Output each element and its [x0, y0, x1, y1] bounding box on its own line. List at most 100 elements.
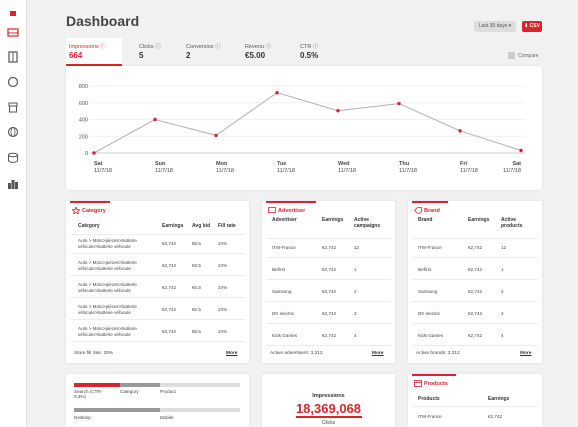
data-point[interactable] [519, 148, 523, 153]
column-header: Earnings [162, 223, 184, 229]
row-divider [266, 345, 391, 346]
book-icon[interactable] [6, 51, 20, 63]
panel-footer: Active brands: 3,312 [416, 351, 460, 356]
row-name: Samsung [272, 289, 292, 294]
metric-value: 0.5% [300, 51, 319, 60]
clicks-label: Clicks [321, 420, 336, 426]
row-value: 2 [354, 289, 357, 294]
row-divider [266, 301, 391, 302]
row-name: DK electric [418, 311, 441, 316]
metric-value: €5.00 [245, 51, 266, 60]
data-point[interactable] [458, 129, 462, 133]
advertiser-panel: Advertiser Advertiser Earnings Active camp… [262, 201, 395, 363]
csv-export-button[interactable]: ⬇ CSV [522, 21, 542, 32]
row-value: 2 [501, 311, 504, 316]
metric-value: 2 [186, 51, 191, 60]
data-point[interactable] [92, 151, 96, 155]
data-point[interactable] [153, 117, 157, 122]
y-tick-label: 200 [79, 134, 88, 140]
panel-title: Products [414, 380, 448, 387]
column-header: Products [418, 396, 440, 402]
panel-footer: Active advertisers: 3,312 [270, 351, 323, 356]
data-point[interactable] [275, 91, 279, 95]
globe-icon[interactable] [6, 126, 20, 138]
row-divider [412, 279, 538, 280]
y-tick-label: 800 [79, 84, 88, 90]
building-icon[interactable] [6, 178, 20, 190]
tab-conversions[interactable]: Conversios ⓘ 2 [186, 38, 232, 66]
row-value: €2,742 [468, 289, 483, 294]
metric-label: Clicks ⓘ [139, 44, 161, 50]
date-range-dropdown[interactable]: Last 30 days ▾ [474, 21, 516, 32]
column-header: Avg bid [192, 223, 211, 229]
row-value: 24% [218, 307, 228, 312]
row-divider [266, 238, 391, 239]
panel-title: Advertiser [268, 207, 305, 214]
more-link[interactable]: More [520, 351, 532, 356]
row-value: €2,742 [468, 311, 483, 316]
category-bar [120, 383, 160, 387]
row-divider [412, 323, 538, 324]
tab-clicks[interactable]: Clicks ⓘ 5 [139, 38, 179, 66]
product-bar [160, 383, 240, 387]
row-name: Kids Games [418, 333, 444, 338]
row-value: 1 [501, 267, 504, 272]
column-header: Advertiser [272, 217, 297, 223]
panel-accent-line [266, 201, 316, 203]
metric-tabs: Impressions ⓘ 664 Clicks ⓘ 5 Conversios … [66, 38, 542, 66]
row-value: €2,742 [162, 307, 177, 312]
monitor-icon[interactable] [6, 27, 20, 39]
x-tick-label: Thu 11/7/18 [399, 161, 417, 174]
dashboard-icon[interactable] [6, 8, 20, 20]
metric-label: Conversios ⓘ [186, 44, 221, 50]
row-value: €2,742 [468, 333, 483, 338]
more-link[interactable]: More [226, 351, 238, 356]
row-divider [412, 301, 538, 302]
row-value: 1 [354, 267, 357, 272]
x-tick-label: Mon 11/7/18 [216, 161, 234, 174]
x-tick-label: Fri 11/7/18 [460, 161, 478, 174]
tab-ctr[interactable]: CTR ⓘ 0.5% [300, 38, 340, 66]
column-header: Earnings [322, 217, 344, 223]
column-header: Category [78, 223, 100, 229]
row-value: €2,742 [162, 329, 177, 334]
y-tick-label: 0 [85, 151, 88, 157]
chat-icon[interactable] [6, 76, 20, 88]
monitor-icon [268, 207, 276, 213]
row-divider [412, 345, 538, 346]
data-point[interactable] [214, 133, 218, 138]
database-icon[interactable] [6, 152, 20, 164]
impressions-chart: 0 200 400 600 800 Sat 11/7/18 Sun 11/7/18 Mon 11/7… [66, 66, 542, 190]
page-title: Dashboard [66, 13, 140, 29]
tab-impressions[interactable]: Impressions ⓘ 664 [66, 38, 122, 66]
row-divider [70, 319, 245, 320]
metric-value: 664 [69, 51, 83, 60]
x-tick-label: Sat 11/7/18 [503, 161, 521, 174]
product-earnings: €2,742 [488, 414, 503, 419]
panel-title: Brand [414, 207, 440, 214]
panel-footer: Store fill rate: 25% [74, 351, 114, 356]
row-value: 2 [501, 289, 504, 294]
row-value: 4 [501, 333, 504, 338]
row-divider [70, 253, 245, 254]
row-value: €2,742 [322, 333, 337, 338]
desktop-label: Desktop [74, 415, 91, 420]
row-value: €2,742 [162, 263, 177, 268]
row-divider [70, 234, 245, 235]
data-point[interactable] [397, 101, 401, 106]
row-value: €0.5 [192, 241, 201, 246]
more-link[interactable]: More [372, 351, 384, 356]
column-header: Earnings [468, 217, 490, 223]
x-tick-label: Sat 11/7/18 [94, 161, 112, 174]
row-value: 24% [218, 285, 228, 290]
panel-title-text: Advertiser [278, 207, 306, 214]
x-tick-label: Tue 11/7/18 [277, 161, 295, 174]
row-name: Auto > Moto>pièces>batterie véhicule>bat… [78, 238, 137, 249]
panel-title-text: Category [82, 207, 106, 214]
box-icon[interactable] [6, 101, 20, 113]
data-point[interactable] [336, 109, 340, 113]
desktop-bar [74, 408, 160, 412]
series-line [93, 92, 522, 154]
compare-checkbox[interactable] [508, 52, 515, 59]
tab-revenue[interactable]: Revenu ⓘ €5.00 [245, 38, 291, 66]
